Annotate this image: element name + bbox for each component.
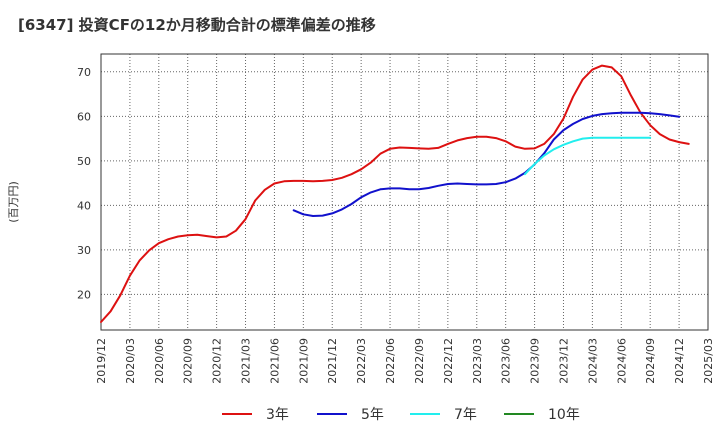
- x-tick-label: 2020/06: [153, 338, 166, 384]
- legend: 3年 5年 7年 10年: [222, 407, 580, 423]
- grid: [101, 54, 708, 330]
- x-tick-label: 2023/12: [557, 338, 570, 384]
- x-tick-label: 2022/12: [442, 338, 455, 384]
- x-tick-label: 2024/12: [673, 338, 686, 384]
- chart-title: [6347] 投資CFの12か月移動合計の標準偏差の推移: [18, 16, 376, 34]
- x-tick-label: 2022/03: [355, 338, 368, 384]
- series-line-7y: [523, 136, 652, 176]
- y-tick-label: 20: [77, 288, 91, 301]
- y-axis-label: (百万円): [7, 181, 20, 223]
- legend-label-5y: 5年: [361, 407, 384, 423]
- x-tick-label: 2021/03: [240, 338, 253, 384]
- plot-frame: [100, 53, 709, 331]
- legend-label-10y: 10年: [548, 407, 580, 423]
- x-tick-label: 2021/12: [326, 338, 339, 384]
- x-tick-label: 2021/06: [268, 338, 281, 384]
- x-axis-ticks: 2019/12 2020/03 2020/06 2020/09 2020/12 2021/…: [95, 338, 715, 384]
- series-line-5y: [292, 111, 681, 217]
- x-tick-label: 2023/03: [471, 338, 484, 384]
- x-tick-label: 2024/09: [644, 338, 657, 384]
- x-tick-label: 2023/09: [529, 338, 542, 384]
- x-tick-label: 2022/09: [413, 338, 426, 384]
- legend-label-7y: 7年: [454, 407, 477, 423]
- y-tick-label: 60: [77, 110, 91, 123]
- x-tick-label: 2020/09: [182, 338, 195, 384]
- y-tick-label: 30: [77, 244, 91, 257]
- series-lines: [100, 64, 690, 323]
- legend-label-3y: 3年: [266, 407, 289, 423]
- x-tick-label: 2021/09: [297, 338, 310, 384]
- x-tick-label: 2019/12: [95, 338, 108, 384]
- x-tick-label: 2024/03: [586, 338, 599, 384]
- y-axis-ticks: 20 30 40 50 60 70: [77, 66, 91, 302]
- y-tick-label: 70: [77, 66, 91, 79]
- x-tick-label: 2023/06: [500, 338, 513, 384]
- x-tick-label: 2020/12: [211, 338, 224, 384]
- x-tick-label: 2024/06: [615, 338, 628, 384]
- y-tick-label: 50: [77, 155, 91, 168]
- x-tick-label: 2022/06: [384, 338, 397, 384]
- x-tick-label: 2025/03: [702, 338, 715, 384]
- x-tick-label: 2020/03: [124, 338, 137, 384]
- series-line-3y: [100, 64, 690, 323]
- plot-area: [101, 54, 708, 330]
- y-tick-label: 40: [77, 199, 91, 212]
